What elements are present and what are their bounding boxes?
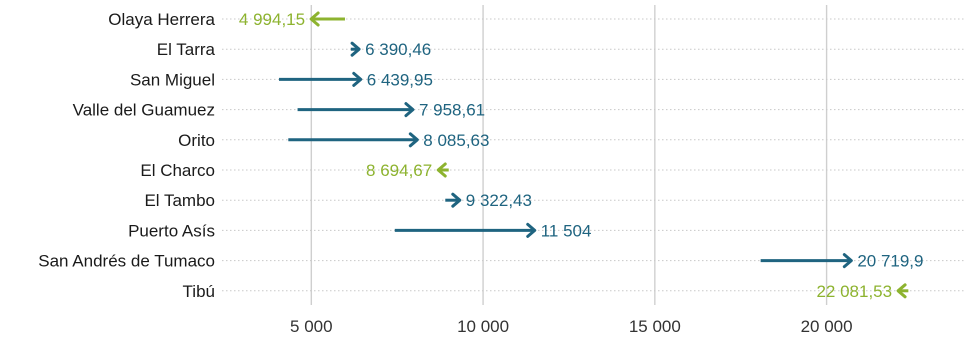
value-label: 9 322,43 [466, 191, 532, 210]
arrow-head [404, 102, 415, 118]
arrow-head [451, 192, 462, 208]
category-label: Olaya Herrera [108, 10, 215, 29]
gridlines [310, 5, 828, 305]
value-label: 8 694,67 [366, 161, 432, 180]
category-label: San Miguel [130, 70, 215, 89]
value-label: 6 390,46 [365, 40, 431, 59]
value-label: 6 439,95 [367, 70, 433, 89]
category-label: El Charco [140, 161, 215, 180]
arrow-marks: 4 994,15 6 390,46 6 439,95 7 958,61 8 085,63… [239, 10, 924, 301]
value-label: 11 504 [541, 221, 592, 240]
x-axis-ticks: 5 000 10 000 15 000 20 000 [290, 317, 853, 336]
category-label: Tibú [183, 282, 215, 301]
value-label: 20 719,9 [857, 252, 923, 271]
value-label: 8 085,63 [423, 131, 489, 150]
category-labels: Olaya Herrera El Tarra San Miguel Valle del… [38, 10, 215, 301]
value-label: 4 994,15 [239, 10, 305, 29]
arrow-head [842, 253, 853, 269]
arrow-head [352, 71, 363, 87]
x-tick-label: 15 000 [629, 317, 681, 336]
arrow-head [309, 11, 320, 27]
category-label: San Andrés de Tumaco [38, 252, 215, 271]
category-label: El Tarra [157, 40, 216, 59]
category-label: Valle del Guamuez [73, 101, 215, 120]
arrow-head [896, 283, 907, 299]
row-guides [222, 18, 964, 292]
category-label: Orito [178, 131, 215, 150]
x-tick-label: 20 000 [801, 317, 853, 336]
value-label: 7 958,61 [419, 101, 485, 120]
category-label: Puerto Asís [128, 221, 215, 240]
category-label: El Tambo [144, 191, 215, 210]
x-tick-label: 10 000 [457, 317, 509, 336]
arrow-head [526, 222, 537, 238]
arrow-head [436, 162, 447, 178]
value-label: 22 081,53 [816, 282, 892, 301]
arrow-head [408, 132, 419, 148]
x-tick-label: 5 000 [290, 317, 333, 336]
arrow-head [350, 41, 361, 57]
